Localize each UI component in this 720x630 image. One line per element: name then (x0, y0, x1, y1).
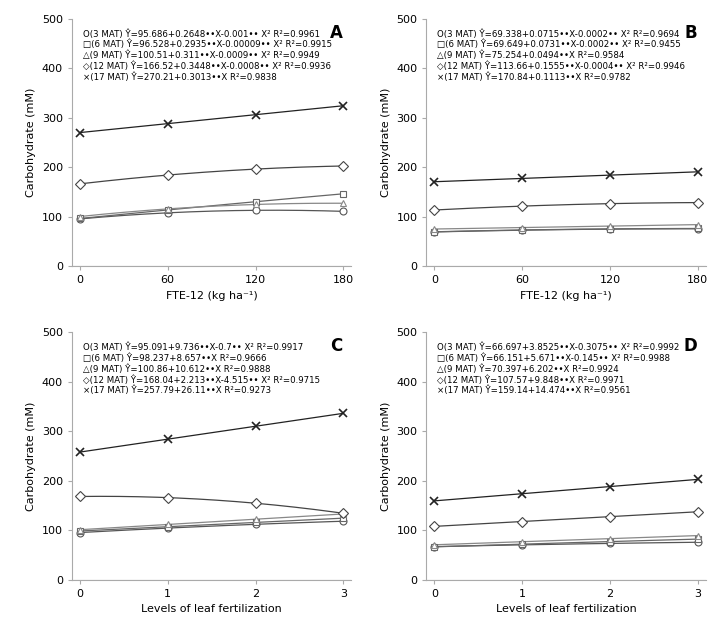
X-axis label: Levels of leaf fertilization: Levels of leaf fertilization (141, 604, 282, 614)
Legend: O(3 MAT) Ŷ=95.686+0.2648••X-0.001•• X² R²=0.9961, □(6 MAT) Ŷ=96.528+0.2935••X-0.: O(3 MAT) Ŷ=95.686+0.2648••X-0.001•• X² R… (79, 26, 335, 85)
Legend: O(3 MAT) Ŷ=95.091+9.736••X-0.7•• X² R²=0.9917, □(6 MAT) Ŷ=98.237+8.657••X R²=0.9: O(3 MAT) Ŷ=95.091+9.736••X-0.7•• X² R²=0… (79, 339, 323, 399)
Y-axis label: Carbohydrate (mM): Carbohydrate (mM) (381, 88, 391, 197)
Y-axis label: Carbohydrate (mM): Carbohydrate (mM) (27, 88, 36, 197)
Y-axis label: Carbohydrate (mM): Carbohydrate (mM) (27, 401, 36, 511)
X-axis label: FTE-12 (kg ha⁻¹): FTE-12 (kg ha⁻¹) (166, 291, 258, 301)
Y-axis label: Carbohydrate (mM): Carbohydrate (mM) (381, 401, 391, 511)
Legend: O(3 MAT) Ŷ=69.338+0.0715••X-0.0002•• X² R²=0.9694, □(6 MAT) Ŷ=69.649+0.0731••X-0: O(3 MAT) Ŷ=69.338+0.0715••X-0.0002•• X² … (433, 26, 688, 85)
Text: A: A (330, 24, 343, 42)
X-axis label: Levels of leaf fertilization: Levels of leaf fertilization (495, 604, 636, 614)
Legend: O(3 MAT) Ŷ=66.697+3.8525••X-0.3075•• X² R²=0.9992, □(6 MAT) Ŷ=66.151+5.671••X-0.: O(3 MAT) Ŷ=66.697+3.8525••X-0.3075•• X² … (433, 339, 683, 399)
Text: B: B (685, 24, 697, 42)
Text: C: C (330, 337, 343, 355)
X-axis label: FTE-12 (kg ha⁻¹): FTE-12 (kg ha⁻¹) (520, 291, 612, 301)
Text: D: D (683, 337, 697, 355)
